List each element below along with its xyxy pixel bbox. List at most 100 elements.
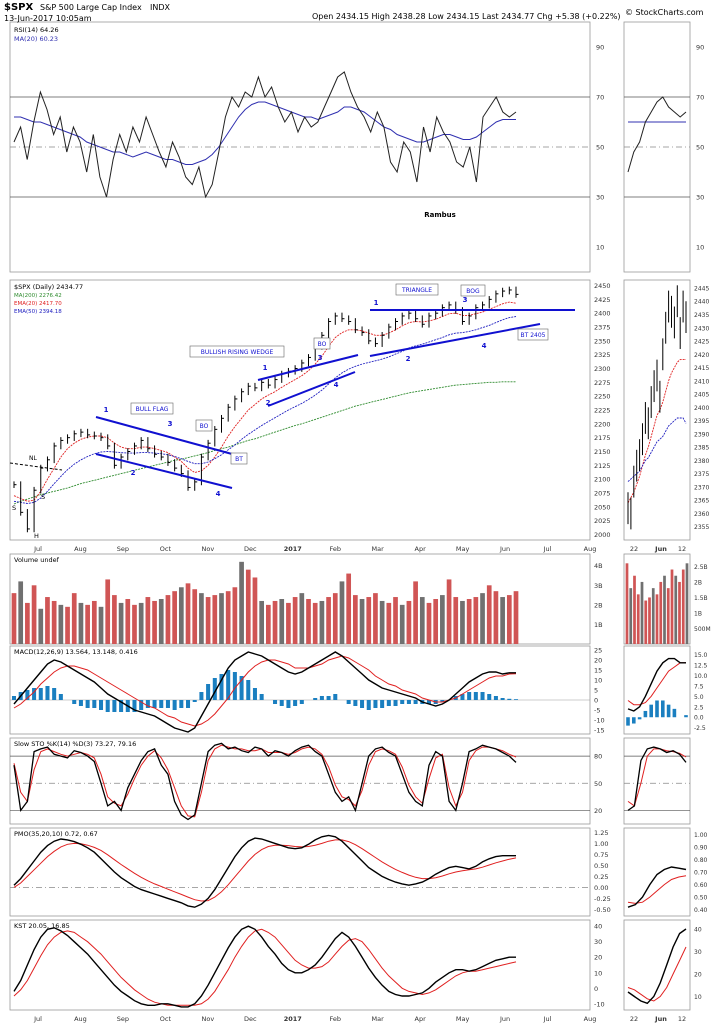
side-price-tick-label: 2410 [694, 378, 709, 385]
annot-bog: BOG [466, 288, 480, 295]
side-price-tick-label: 2425 [694, 339, 709, 346]
macd-hist-bar [132, 700, 137, 712]
side-rsi-line [627, 96, 687, 173]
side-volume-bar [644, 600, 648, 644]
macd-hist-bar [460, 694, 465, 700]
side-macd-hist-bar [626, 717, 630, 726]
volume-bar [466, 599, 472, 644]
side-macd-tick-label: 5.0 [694, 694, 704, 701]
kst-x-label: Jun [499, 1015, 510, 1023]
price-tick-label: 2000 [594, 531, 611, 539]
volume-bar [71, 593, 77, 644]
volume-tick-label: 1B [594, 621, 603, 629]
price-x-label: Jul [543, 545, 552, 553]
volume-bar [406, 600, 412, 644]
macd-hist-bar [426, 700, 431, 704]
triangle-bottom-line [369, 323, 541, 357]
credit: © StockCharts.com [625, 8, 704, 17]
side-price-tick-label: 2435 [694, 312, 709, 319]
pmo-tick-label: 0.50 [594, 862, 608, 870]
bull-flag-box [130, 402, 174, 415]
price-legend-3: EMA(50) 2394.18 [14, 309, 62, 315]
macd-tick-label: 15 [594, 667, 602, 675]
price-tick-label: 2425 [594, 296, 611, 304]
macd-hist-bar [293, 700, 298, 706]
annot-bo-1: BO [200, 423, 209, 430]
annot-tri-1: 1 [374, 299, 379, 307]
macd-hist-bar [319, 696, 324, 700]
macd-signal-line [13, 655, 517, 727]
side-ema50-line [627, 417, 687, 482]
price-tick-label: 2300 [594, 365, 611, 373]
volume-bar [493, 591, 499, 644]
kst-tick-label: 0 [594, 985, 598, 993]
volume-bar [239, 561, 244, 644]
pmo-tick-label: 1.25 [594, 829, 608, 837]
annot-nl: NL [29, 455, 37, 462]
kst-signal-line [13, 928, 517, 1006]
side-rsi-tick-label: 90 [696, 44, 704, 52]
volume-bar [265, 604, 271, 644]
panel-frame-kst [9, 919, 591, 1011]
side-volume-bar [636, 594, 640, 644]
kst-tick-label: 40 [594, 923, 602, 931]
index-name: S&P 500 Large Cap Index [40, 3, 142, 12]
side-volume-bar [659, 581, 663, 644]
volume-bar [11, 593, 17, 644]
pmo-legend: PMO(35,20,10) 0.72, 0.67 [14, 830, 98, 838]
macd-hist-bar [11, 696, 17, 700]
pmo-signal-line [13, 839, 517, 902]
annot-wedge-4: 4 [334, 381, 339, 389]
side-volume-bar [670, 569, 674, 644]
side-macd-hist-bar [637, 717, 642, 720]
macd-hist-bar [366, 700, 371, 710]
bog-box [460, 284, 486, 297]
price-x-label: Jun [499, 545, 510, 553]
volume-bar [312, 602, 318, 644]
volume-bar [473, 597, 479, 644]
volume-bar [419, 597, 425, 644]
volume-bar [366, 597, 372, 644]
volume-bar [453, 597, 459, 644]
side-macd-tick-label: 12.5 [694, 662, 708, 669]
side-macd-signal-line [627, 662, 686, 706]
side-volume-tick-label: 500M [694, 626, 711, 633]
macd-hist-bar [413, 700, 418, 704]
volume-bar [25, 602, 30, 644]
volume-tick-label: 3B [594, 582, 603, 590]
macd-hist-bar [172, 700, 177, 710]
annot-wedge-2: 2 [266, 399, 271, 407]
price-x-label: Nov [202, 545, 215, 553]
side-macd-tick-label: 15.0 [694, 652, 708, 659]
volume-bar [413, 581, 418, 644]
macd-hist-bar [206, 684, 211, 700]
price-x-label: Feb [329, 545, 341, 553]
volume-bar [299, 593, 305, 644]
annot-bull-flag: BULL FLAG [136, 406, 169, 413]
ema50-line [13, 316, 517, 504]
volume-bar [460, 600, 465, 644]
volume-bar [185, 583, 191, 644]
macd-hist-bar [333, 694, 338, 700]
macd-hist-bar [179, 700, 184, 708]
macd-tick-label: -10 [594, 717, 605, 725]
neckline [9, 462, 63, 471]
side-volume-bar [681, 569, 685, 644]
macd-hist-bar [353, 700, 358, 706]
side-sto-k-line [627, 746, 687, 811]
pmo-line [13, 834, 516, 908]
kst-tick-label: 20 [594, 954, 602, 962]
side-volume-tick-label: 1B [694, 610, 702, 617]
side-volume-bar [640, 581, 644, 644]
volume-tick-label: 4B [594, 562, 603, 570]
volume-bar [306, 599, 311, 644]
price-legend-1: MA(200) 2276.42 [14, 293, 62, 299]
panel-frame-pmo [9, 827, 591, 917]
price-tick-label: 2450 [594, 282, 611, 290]
side-pmo-tick-label: 0.40 [694, 907, 708, 914]
volume-bar [145, 597, 151, 644]
side-pmo-tick-label: 1.00 [694, 832, 708, 839]
price-tick-label: 2100 [594, 476, 611, 484]
macd-hist-bar [212, 678, 217, 700]
macd-tick-label: 5 [594, 687, 598, 695]
